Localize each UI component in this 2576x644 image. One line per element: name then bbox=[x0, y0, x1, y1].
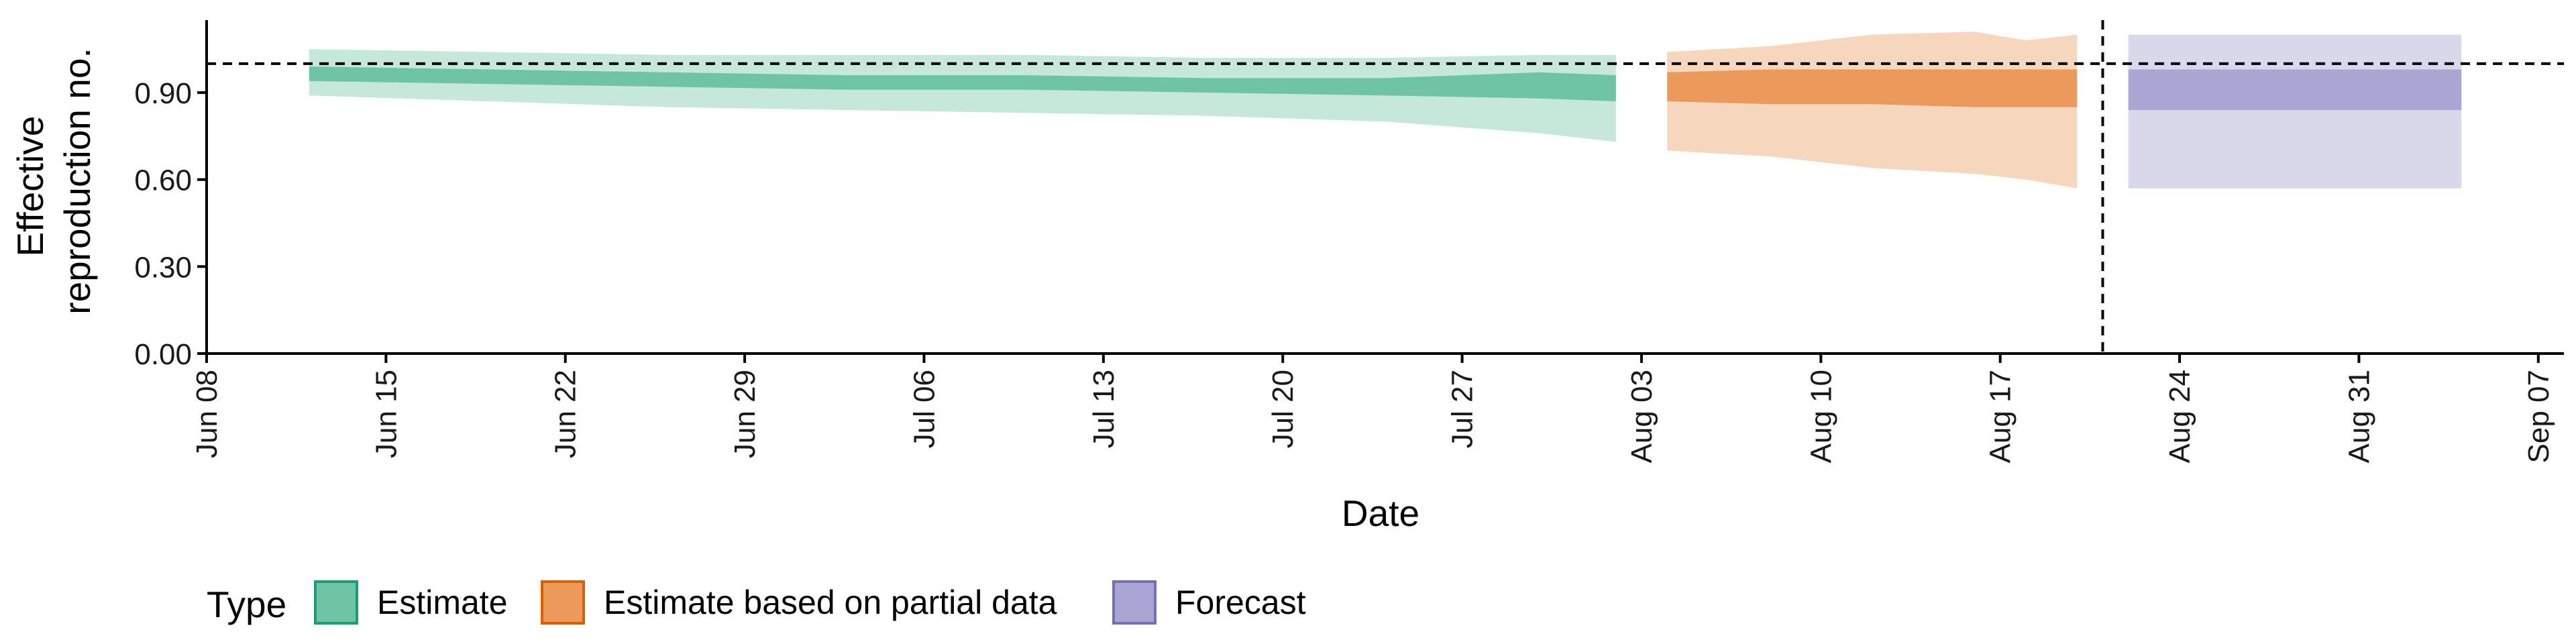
y-axis-title-line-2: reproduction no. bbox=[56, 48, 98, 315]
x-tick-label: Jul 13 bbox=[1087, 370, 1120, 448]
x-tick-label: Jun 08 bbox=[191, 370, 223, 458]
x-tick-label: Jun 15 bbox=[370, 370, 402, 458]
estimate-inner-ribbon bbox=[309, 66, 1616, 101]
axes bbox=[205, 20, 2564, 355]
x-axis-title: Date bbox=[1342, 492, 1419, 534]
forecast-outer-ribbon bbox=[2128, 34, 2462, 189]
y-axis-ticks: 0.00 0.30 0.60 0.90 bbox=[134, 77, 207, 371]
x-axis-ticks: Jun 08 Jun 15 Jun 22 Jun 29 Jul 06 Jul 13 Jul … bbox=[191, 354, 2555, 463]
y-tick-label: 0.00 bbox=[134, 338, 192, 371]
y-tick-label: 0.30 bbox=[134, 251, 192, 284]
legend-label: Forecast bbox=[1175, 584, 1306, 621]
legend-label: Estimate bbox=[377, 584, 508, 621]
x-tick-label: Aug 10 bbox=[1805, 370, 1837, 463]
x-tick-label: Aug 31 bbox=[2343, 370, 2375, 463]
legend-key bbox=[541, 580, 585, 625]
y-axis-title: Effective reproduction no. bbox=[9, 48, 98, 315]
x-tick-label: Jul 06 bbox=[908, 370, 941, 448]
x-tick-label: Jun 22 bbox=[549, 370, 582, 458]
legend: Type Estimate Estimate based on partial d… bbox=[207, 580, 1306, 625]
estimate-based-on-partial-data-inner-ribbon bbox=[1667, 69, 2078, 107]
legend-key bbox=[1112, 580, 1157, 625]
y-tick-label: 0.90 bbox=[134, 77, 192, 110]
x-tick-label: Jun 29 bbox=[729, 370, 761, 458]
y-tick-label: 0.60 bbox=[134, 164, 192, 197]
legend-key bbox=[314, 580, 358, 625]
x-tick-label: Jul 27 bbox=[1446, 370, 1479, 448]
forecast-inner-ribbon bbox=[2128, 69, 2462, 110]
legend-label: Estimate based on partial data bbox=[604, 584, 1057, 621]
ribbon-layer bbox=[309, 32, 2462, 189]
x-tick-label: Aug 17 bbox=[1984, 370, 2017, 463]
reference-lines bbox=[207, 20, 2564, 354]
x-tick-label: Jul 20 bbox=[1267, 370, 1299, 448]
y-axis-title-line-1: Effective bbox=[9, 116, 51, 257]
x-tick-label: Sep 07 bbox=[2522, 370, 2555, 463]
legend-title: Type bbox=[207, 584, 286, 625]
x-tick-label: Aug 03 bbox=[1625, 370, 1658, 463]
estimate-based-on-partial-data-outer-ribbon bbox=[1667, 32, 2078, 189]
x-tick-label: Aug 24 bbox=[2163, 370, 2196, 463]
